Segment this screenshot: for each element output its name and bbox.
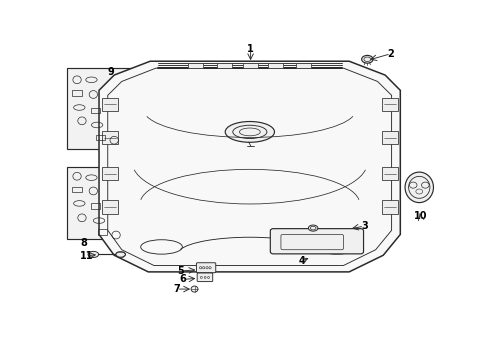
FancyBboxPatch shape <box>270 229 363 254</box>
Bar <box>188 63 203 68</box>
Bar <box>381 167 397 180</box>
Bar <box>381 98 397 111</box>
Bar <box>381 131 397 144</box>
Bar <box>90 108 100 113</box>
Ellipse shape <box>191 286 198 292</box>
Text: 8: 8 <box>80 238 87 248</box>
Text: 3: 3 <box>360 221 367 231</box>
Bar <box>67 68 141 149</box>
Bar <box>102 131 118 144</box>
Text: 11: 11 <box>80 251 93 261</box>
Bar <box>98 229 107 235</box>
Bar <box>267 63 282 68</box>
FancyBboxPatch shape <box>197 273 212 282</box>
Text: 2: 2 <box>386 49 393 59</box>
Ellipse shape <box>116 252 125 257</box>
Bar <box>90 203 100 209</box>
Text: 7: 7 <box>173 284 180 294</box>
Bar <box>381 201 397 214</box>
FancyBboxPatch shape <box>196 263 215 273</box>
Bar <box>102 201 118 214</box>
Text: 9: 9 <box>107 67 114 77</box>
Ellipse shape <box>88 251 99 257</box>
Bar <box>102 167 118 180</box>
Text: 10: 10 <box>413 211 427 221</box>
Text: 5: 5 <box>177 266 183 276</box>
Text: 6: 6 <box>180 274 186 284</box>
Bar <box>216 63 231 68</box>
Ellipse shape <box>404 172 432 203</box>
Bar <box>72 90 81 96</box>
Bar <box>72 187 81 192</box>
Text: 1: 1 <box>247 44 253 54</box>
Bar <box>67 167 141 239</box>
Ellipse shape <box>361 55 372 63</box>
Bar <box>102 98 118 111</box>
Bar <box>296 63 311 68</box>
Ellipse shape <box>308 225 317 231</box>
Bar <box>243 63 258 68</box>
Text: 4: 4 <box>298 256 305 266</box>
Polygon shape <box>99 61 400 272</box>
Ellipse shape <box>225 122 274 142</box>
Bar <box>96 135 105 140</box>
